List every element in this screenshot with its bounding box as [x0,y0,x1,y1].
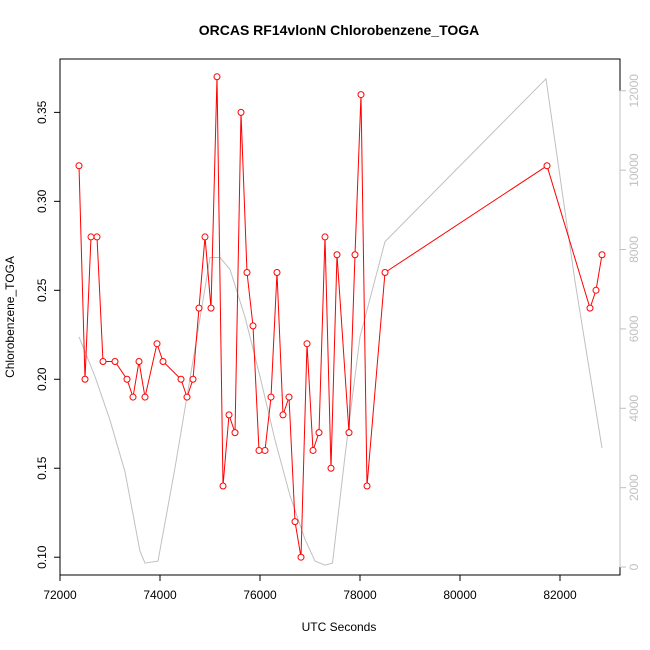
secondary-y-axis: 0 2000 4000 6000 8000 10000 12000 [619,74,641,570]
data-point [213,73,221,81]
data-point [315,429,323,437]
data-point [159,357,167,365]
data-point [333,251,341,259]
y-tick-label: 0.15 [35,456,49,480]
secondary-y-tick-label: 10000 [627,153,641,187]
secondary-y-tick-label: 4000 [627,395,641,422]
y-tick-label: 0.25 [35,278,49,302]
data-point [243,269,251,277]
data-point [321,233,329,241]
x-tick-label: 82000 [543,588,577,602]
secondary-y-tick-label: 12000 [627,74,641,108]
x-tick-label: 72000 [43,588,77,602]
data-point [381,269,389,277]
y-axis: 0.10 0.15 0.20 0.25 0.30 0.35 [35,100,61,569]
secondary-y-tick-label: 8000 [627,236,641,263]
data-point [189,375,197,383]
x-tick-label: 80000 [443,588,477,602]
data-point [357,91,365,99]
y-tick-label: 0.20 [35,367,49,391]
secondary-y-tick-label: 2000 [627,474,641,501]
data-point [129,393,137,401]
data-point [237,108,245,116]
data-point [261,446,269,454]
x-tick-label: 76000 [243,588,277,602]
data-point [598,251,606,259]
data-point [123,375,131,383]
data-point [111,357,119,365]
y-tick-label: 0.30 [35,189,49,213]
data-point [249,322,257,330]
y-axis-label: Chlorobenzene_TOGA [3,256,17,378]
data-point [273,269,281,277]
y-tick-label: 0.35 [35,100,49,124]
data-point [207,304,215,312]
data-point [586,304,594,312]
secondary-y-tick-label: 0 [627,563,641,570]
data-point [231,429,239,437]
series-layer [75,73,606,566]
data-point [177,375,185,383]
data-point [75,162,83,170]
data-point [201,233,209,241]
data-point [141,393,149,401]
chart-title: ORCAS RF14vlonN Chlorobenzene_TOGA [199,22,480,38]
data-point [285,393,293,401]
secondary-series-line [78,77,603,566]
data-point [345,429,353,437]
data-point [99,357,107,365]
data-point [351,251,359,259]
data-point [87,233,95,241]
x-axis-label: UTC Seconds [302,620,377,634]
x-tick-label: 78000 [343,588,377,602]
chlorobenzene-series-line [78,76,603,558]
data-point [195,304,203,312]
data-point [327,464,335,472]
data-point [81,375,89,383]
y-tick-label: 0.10 [35,545,49,569]
data-point [291,518,299,526]
data-point [267,393,275,401]
data-point [592,286,600,294]
data-point [93,233,101,241]
x-tick-label: 74000 [143,588,177,602]
data-point [543,162,551,170]
data-point [255,446,263,454]
data-point [153,340,161,348]
data-point [297,553,305,561]
data-point [309,446,317,454]
secondary-y-tick-label: 6000 [627,315,641,342]
x-axis: 72000 74000 76000 78000 80000 82000 [43,574,577,602]
data-point [135,357,143,365]
data-point [219,482,227,490]
data-point [183,393,191,401]
data-point [225,411,233,419]
data-point [279,411,287,419]
data-point [363,482,371,490]
data-point [303,340,311,348]
